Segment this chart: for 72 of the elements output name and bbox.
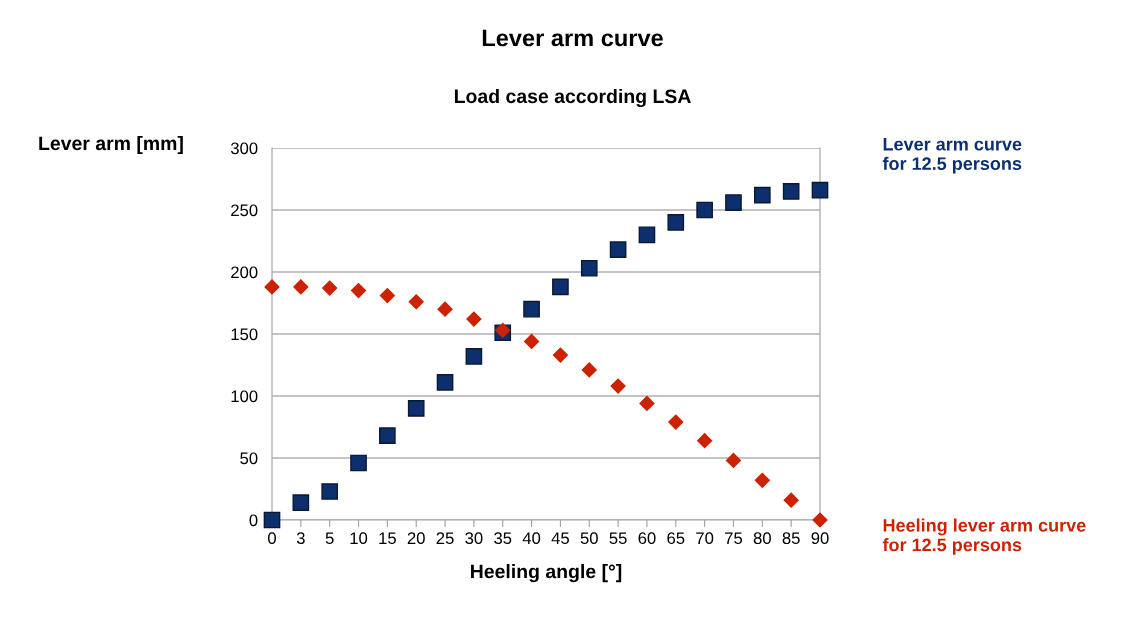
x-tick-label: 15 — [379, 532, 396, 545]
y-tick-label: 100 — [231, 390, 258, 403]
point — [667, 214, 685, 231]
point — [812, 512, 828, 528]
point — [610, 378, 626, 394]
point — [465, 347, 483, 365]
point — [379, 427, 396, 445]
point — [725, 194, 742, 211]
text: Lever arm curve for 12.5 persons — [882, 137, 1022, 174]
x-tick-label: 0 — [268, 532, 276, 545]
point — [581, 362, 597, 378]
y-tick-label: 200 — [231, 266, 258, 279]
y-tick-label: 250 — [231, 204, 258, 217]
point — [322, 280, 338, 296]
x-tick-label: 3 — [296, 532, 305, 545]
x-axis-title: Heeling angle [°] — [471, 564, 622, 583]
x-tick-label: 45 — [551, 532, 569, 545]
x-tick-label: 10 — [350, 532, 368, 545]
x-tick-label: 60 — [638, 532, 656, 545]
chart-title: Lever arm curve — [482, 29, 663, 47]
point — [725, 452, 742, 469]
x-tick-label: 5 — [325, 532, 334, 545]
y-axis-title: Lever arm [mm] — [39, 135, 183, 155]
x-tick-label: 20 — [407, 532, 425, 545]
point — [638, 226, 656, 244]
point — [580, 259, 598, 277]
x-tick-label: 40 — [522, 532, 541, 545]
point — [552, 278, 569, 296]
x-tick-label: 50 — [580, 532, 598, 545]
point — [609, 241, 627, 259]
x-tick-label: 30 — [465, 532, 483, 545]
point — [811, 181, 829, 199]
x-tick-label: 65 — [667, 532, 685, 545]
point — [523, 300, 540, 318]
point — [293, 279, 309, 295]
y-tick-label: 50 — [240, 452, 258, 465]
point — [697, 433, 713, 449]
point — [350, 454, 367, 472]
x-tick-label: 25 — [436, 532, 454, 545]
point — [436, 374, 454, 391]
x-tick-label: 90 — [811, 532, 829, 545]
point — [754, 472, 770, 488]
chart-subtitle: Load case according LSA — [454, 88, 691, 108]
point — [350, 283, 367, 299]
x-tick-label: 35 — [494, 532, 512, 545]
point — [753, 186, 771, 204]
x-tick-label: 80 — [753, 532, 771, 545]
x-tick-label: 75 — [725, 532, 743, 545]
point — [264, 279, 280, 295]
x-tick-label: 55 — [609, 532, 627, 545]
point — [407, 400, 425, 417]
point — [783, 492, 799, 508]
point — [524, 333, 540, 350]
point — [321, 483, 339, 500]
point — [668, 414, 684, 430]
point — [639, 395, 655, 412]
point — [696, 201, 713, 219]
point — [782, 183, 800, 200]
point — [495, 322, 511, 338]
y-tick-label: 0 — [249, 514, 258, 527]
point — [466, 311, 482, 327]
y-tick-label: 300 — [230, 142, 258, 155]
point — [263, 511, 281, 529]
y-tick-label: 150 — [231, 328, 258, 341]
point — [292, 494, 310, 511]
text: Heeling lever arm curve for 12.5 persons — [882, 518, 1086, 555]
point — [437, 301, 453, 317]
x-tick-label: 70 — [696, 532, 714, 545]
point — [408, 294, 424, 310]
point — [379, 287, 395, 304]
x-tick-label: 85 — [782, 532, 800, 545]
point — [552, 347, 568, 363]
